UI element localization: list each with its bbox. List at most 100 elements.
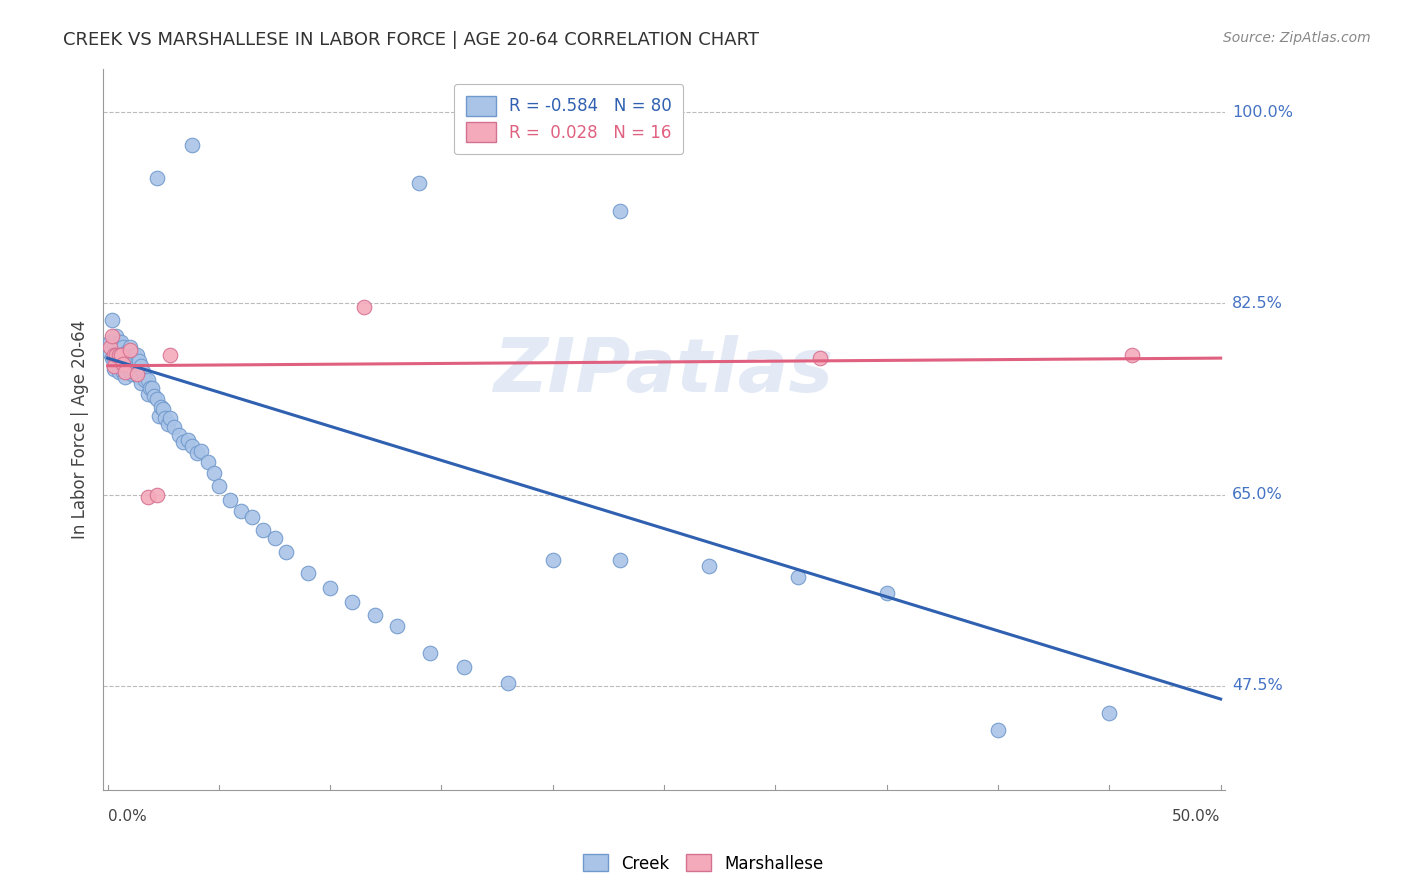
Point <box>136 373 159 387</box>
Text: 0.0%: 0.0% <box>108 809 146 824</box>
Point <box>876 586 898 600</box>
Point <box>107 334 129 349</box>
Point <box>786 569 808 583</box>
Point <box>103 351 125 365</box>
Point <box>342 595 364 609</box>
Point <box>385 619 408 633</box>
Point <box>110 334 132 349</box>
Point <box>101 351 124 365</box>
Point <box>204 466 226 480</box>
Point <box>181 438 204 452</box>
Point <box>98 345 121 359</box>
Point <box>263 532 285 546</box>
Point <box>112 340 135 354</box>
Point <box>697 558 720 573</box>
Point <box>107 365 129 379</box>
Text: 50.0%: 50.0% <box>1173 809 1220 824</box>
Point <box>114 357 136 371</box>
Point <box>118 343 141 358</box>
Point <box>145 392 167 406</box>
Point <box>139 381 162 395</box>
Point <box>124 348 146 362</box>
Point <box>132 365 155 379</box>
Point <box>609 203 631 218</box>
Point <box>252 523 274 537</box>
Point <box>110 348 132 362</box>
Point <box>240 509 263 524</box>
Point <box>121 368 143 382</box>
Point <box>163 420 186 434</box>
Text: 100.0%: 100.0% <box>1232 104 1292 120</box>
Text: ZIPatlas: ZIPatlas <box>494 334 834 408</box>
Point <box>1121 348 1143 362</box>
Point <box>453 660 475 674</box>
Point <box>145 170 167 185</box>
Point <box>167 427 190 442</box>
Point <box>101 329 124 343</box>
Point <box>114 365 136 379</box>
Text: 82.5%: 82.5% <box>1232 296 1282 311</box>
Point <box>101 313 124 327</box>
Point <box>112 357 135 371</box>
Point <box>128 354 150 368</box>
Point <box>118 351 141 365</box>
Point <box>197 455 219 469</box>
Point <box>128 369 150 384</box>
Text: Source: ZipAtlas.com: Source: ZipAtlas.com <box>1223 31 1371 45</box>
Point <box>141 381 163 395</box>
Point <box>419 646 441 660</box>
Text: 65.0%: 65.0% <box>1232 487 1282 502</box>
Point <box>181 138 204 153</box>
Point <box>319 581 342 595</box>
Point <box>103 359 125 373</box>
Point <box>125 368 148 382</box>
Point <box>112 365 135 379</box>
Point <box>541 553 564 567</box>
Point <box>107 351 129 365</box>
Point <box>121 351 143 365</box>
Point <box>408 176 430 190</box>
Point <box>118 340 141 354</box>
Point <box>219 493 242 508</box>
Point <box>156 417 179 431</box>
Point <box>110 351 132 365</box>
Point <box>186 446 208 460</box>
Point <box>129 376 152 391</box>
Point <box>808 351 831 365</box>
Point <box>177 433 200 447</box>
Point <box>1098 706 1121 721</box>
Point <box>208 479 231 493</box>
Point <box>152 402 174 417</box>
Point <box>136 490 159 504</box>
Text: 47.5%: 47.5% <box>1232 679 1282 693</box>
Point <box>105 351 128 365</box>
Point <box>129 359 152 373</box>
Point <box>159 411 181 425</box>
Point <box>105 348 128 362</box>
Point <box>353 300 375 314</box>
Point <box>112 351 135 365</box>
Point <box>103 362 125 376</box>
Point <box>125 348 148 362</box>
Point <box>155 411 177 425</box>
Point <box>159 348 181 362</box>
Text: CREEK VS MARSHALLESE IN LABOR FORCE | AGE 20-64 CORRELATION CHART: CREEK VS MARSHALLESE IN LABOR FORCE | AG… <box>63 31 759 49</box>
Point <box>124 365 146 379</box>
Point <box>125 368 148 382</box>
Point <box>103 348 125 362</box>
Point <box>190 444 212 458</box>
Legend: R = -0.584   N = 80, R =  0.028   N = 16: R = -0.584 N = 80, R = 0.028 N = 16 <box>454 84 683 154</box>
Point <box>987 723 1010 737</box>
Point <box>118 365 141 379</box>
Point <box>609 553 631 567</box>
Point <box>134 373 156 387</box>
Point <box>105 329 128 343</box>
Point <box>107 348 129 362</box>
Point <box>231 504 253 518</box>
Point <box>98 334 121 349</box>
Point <box>114 369 136 384</box>
Point <box>117 345 139 359</box>
Point <box>143 389 166 403</box>
Point <box>114 345 136 359</box>
Point <box>145 488 167 502</box>
